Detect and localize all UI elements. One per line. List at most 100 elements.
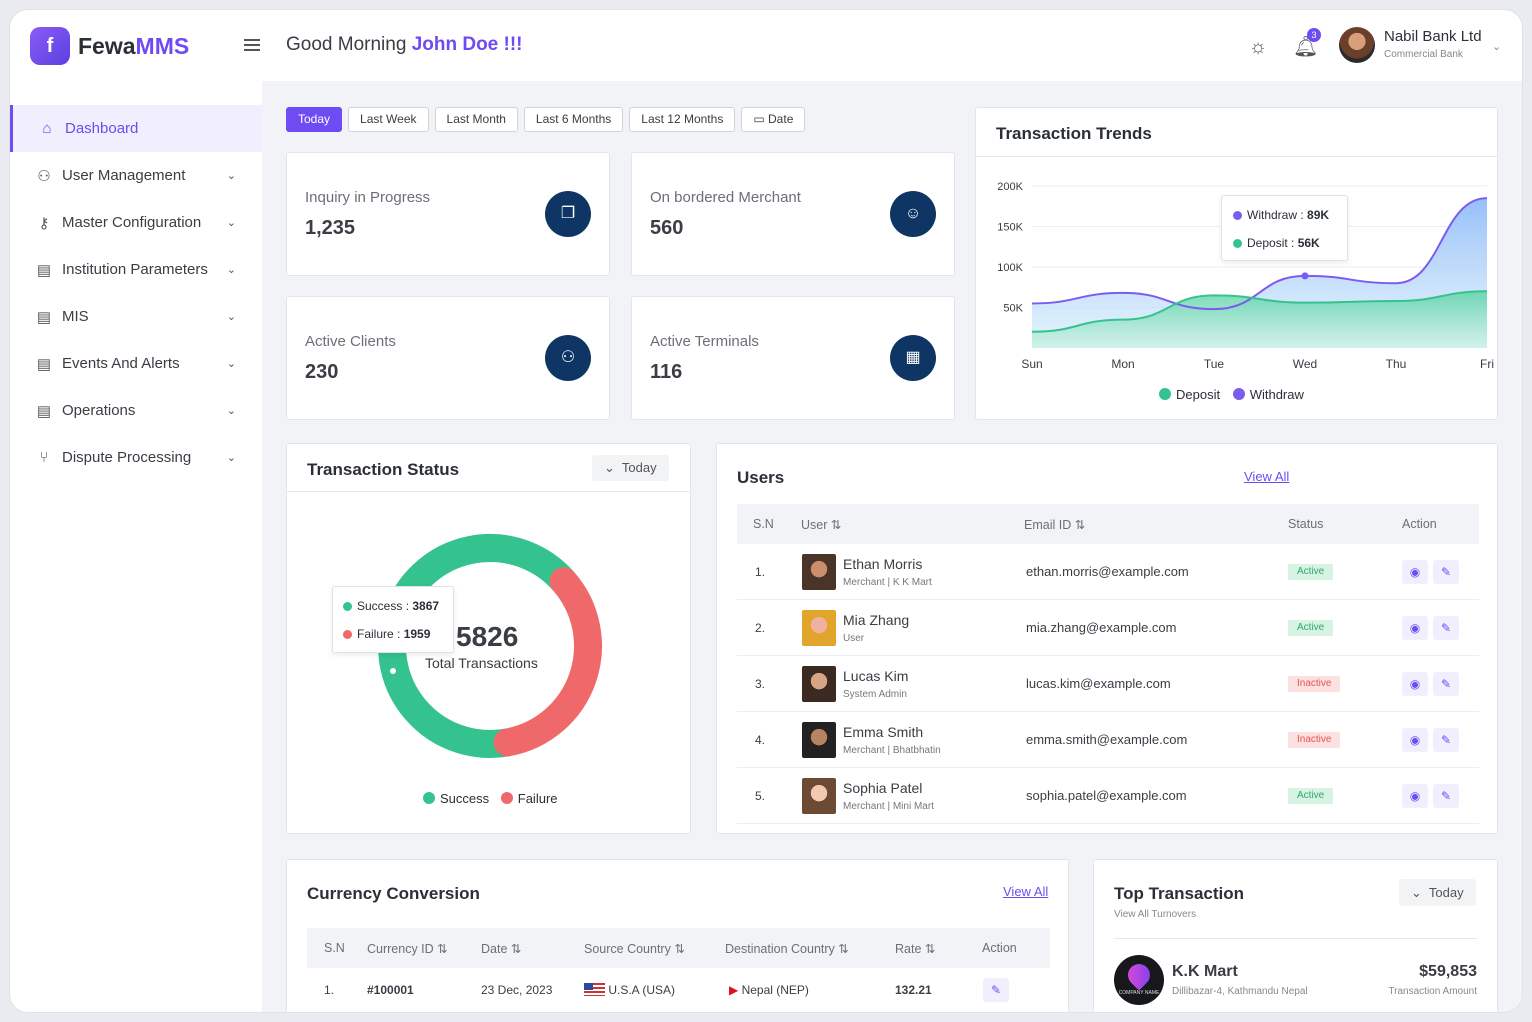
sidebar-item-label: MIS <box>62 308 89 325</box>
stat-value: 1,235 <box>305 217 356 239</box>
stat-value: 116 <box>650 361 683 383</box>
sidebar-item-master-configuration[interactable]: ⚷ Master Configuration ⌄ <box>10 199 262 246</box>
donut-tooltip: Success : 3867 Failure : 1959 <box>332 586 454 653</box>
stat-card-merchant: On bordered Merchant 560 ☺ <box>631 152 955 276</box>
user-role: Merchant | Mini Mart <box>843 801 934 812</box>
cell-sn: 3. <box>755 677 766 691</box>
chevron-down-icon: ⌄ <box>226 311 236 323</box>
user-avatar <box>802 722 836 758</box>
merchant-logo: COMPANY NAME <box>1114 955 1164 1005</box>
currency-view-all-link[interactable]: View All <box>1003 884 1049 899</box>
filter-today[interactable]: Today <box>286 107 343 132</box>
legend-success[interactable]: Success <box>423 791 489 806</box>
filter-last-12-months[interactable]: Last 12 Months <box>629 107 736 132</box>
tooltip-label: Success <box>357 599 403 613</box>
donut-total: 5826 <box>456 621 519 652</box>
table-row: 5. Sophia Patel Merchant | Mini Mart sop… <box>737 768 1479 824</box>
sidebar-item-operations[interactable]: ▤ Operations ⌄ <box>10 387 262 434</box>
view-icon[interactable]: ◉ <box>1402 728 1428 752</box>
sidebar-item-mis[interactable]: ▤ MIS ⌄ <box>10 293 262 340</box>
col-user[interactable]: User ⇅ <box>801 518 842 532</box>
sidebar-item-dispute-processing[interactable]: ⑂ Dispute Processing ⌄ <box>10 434 262 481</box>
org-info[interactable]: Nabil Bank Ltd Commercial Bank <box>1384 28 1482 60</box>
avatar[interactable] <box>1339 27 1375 63</box>
logo-icon: f <box>30 27 70 65</box>
col-currency-id[interactable]: Currency ID ⇅ <box>367 942 448 956</box>
edit-icon[interactable]: ✎ <box>1433 784 1459 808</box>
card-title: Users <box>737 468 785 487</box>
calendar-icon: ▭ <box>753 112 765 126</box>
filter-date[interactable]: ▭ Date <box>741 107 806 132</box>
menu-icon[interactable] <box>244 39 260 51</box>
status-badge: Active <box>1288 620 1334 636</box>
edit-icon[interactable]: ✎ <box>1433 728 1459 752</box>
failure-slice <box>493 567 602 757</box>
chevron-down-icon[interactable]: ⌄ <box>1492 41 1502 53</box>
sidebar-item-events-and-alerts[interactable]: ▤ Events And Alerts ⌄ <box>10 340 262 387</box>
sort-icon: ⇅ <box>510 942 522 956</box>
stat-card-terminals: Active Terminals 116 ▦ <box>631 296 955 420</box>
sun-icon[interactable]: ☼ <box>1248 36 1268 58</box>
sidebar-item-label: Operations <box>62 402 136 419</box>
usa-flag-icon <box>584 983 605 996</box>
sort-icon: ⇅ <box>437 942 448 956</box>
sidebar-item-institution-parameters[interactable]: ▤ Institution Parameters ⌄ <box>10 246 262 293</box>
user-avatar <box>802 554 836 590</box>
edit-icon[interactable]: ✎ <box>983 978 1009 1002</box>
chart-legend: Deposit Withdraw <box>1159 387 1304 402</box>
logo-drop-icon <box>1123 959 1155 991</box>
sidebar-item-label: Events And Alerts <box>62 355 180 372</box>
edit-icon[interactable]: ✎ <box>1433 616 1459 640</box>
sidebar-item-user-management[interactable]: ⚇ User Management ⌄ <box>10 152 262 199</box>
col-rate[interactable]: Rate ⇅ <box>895 942 936 956</box>
col-destination[interactable]: Destination Country ⇅ <box>725 942 849 956</box>
nepal-flag-icon: ▶ <box>729 983 739 997</box>
logo[interactable]: f FewaMMS <box>30 27 189 65</box>
filter-last-month[interactable]: Last Month <box>434 107 518 132</box>
filter-last-week[interactable]: Last Week <box>348 107 429 132</box>
period-dropdown[interactable]: ⌄ Today <box>1399 879 1476 906</box>
legend-failure[interactable]: Failure <box>500 791 558 806</box>
view-icon[interactable]: ◉ <box>1402 560 1428 584</box>
sidebar-item-label: Institution Parameters <box>62 261 208 278</box>
period-dropdown[interactable]: ⌄ Today <box>592 455 669 481</box>
sidebar: ⌂ Dashboard ⚇ User Management ⌄ ⚷ Master… <box>10 81 262 1012</box>
filter-last-6-months[interactable]: Last 6 Months <box>523 107 624 132</box>
edit-icon[interactable]: ✎ <box>1433 672 1459 696</box>
col-date[interactable]: Date ⇅ <box>481 942 522 956</box>
divider <box>287 491 690 492</box>
user-avatar <box>802 610 836 646</box>
col-email[interactable]: Email ID ⇅ <box>1024 518 1086 532</box>
col-sn: S.N <box>324 941 345 955</box>
sort-icon: ⇅ <box>1074 518 1086 532</box>
col-status: Status <box>1288 517 1324 531</box>
copy-icon: ❐ <box>545 191 591 237</box>
sort-icon: ⇅ <box>924 942 936 956</box>
merchant-name: K.K Mart <box>1172 963 1238 980</box>
withdraw-dot <box>1233 211 1242 220</box>
sidebar-item-label: Dashboard <box>65 120 139 137</box>
y-tick-label: 100K <box>997 262 1023 274</box>
sidebar-item-dashboard[interactable]: ⌂ Dashboard <box>10 105 262 152</box>
sort-icon: ⇅ <box>830 518 842 532</box>
user-role: Merchant | Bhatbhatin <box>843 745 941 756</box>
sidebar-item-label: Dispute Processing <box>62 449 192 466</box>
status-badge: Active <box>1288 564 1334 580</box>
edit-icon[interactable]: ✎ <box>1433 560 1459 584</box>
card-title: Currency Conversion <box>307 884 480 903</box>
view-icon[interactable]: ◉ <box>1402 616 1428 640</box>
user-name: Mia Zhang <box>843 612 910 628</box>
currency-conversion-card: Currency Conversion View All S.N Currenc… <box>286 859 1069 1012</box>
view-icon[interactable]: ◉ <box>1402 784 1428 808</box>
sort-icon: ⇅ <box>838 942 849 956</box>
col-source[interactable]: Source Country ⇅ <box>584 942 685 956</box>
tooltip-value: 56K <box>1297 236 1320 250</box>
users-view-all-link[interactable]: View All <box>1244 469 1290 484</box>
user-name: Ethan Morris <box>843 556 923 572</box>
deposit-area <box>1032 291 1487 348</box>
greeting: Good Morning John Doe !!! <box>286 34 523 55</box>
view-icon[interactable]: ◉ <box>1402 672 1428 696</box>
legend-withdraw[interactable]: Withdraw <box>1232 387 1304 402</box>
table-row: 1. Ethan Morris Merchant | K K Mart etha… <box>737 544 1479 600</box>
legend-deposit[interactable]: Deposit <box>1159 387 1220 402</box>
